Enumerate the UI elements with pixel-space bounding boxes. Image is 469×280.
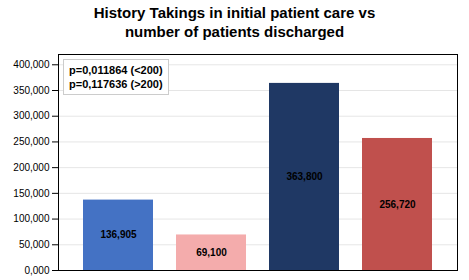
svg-text:50,000: 50,000 bbox=[19, 238, 50, 249]
svg-text:0,000: 0,000 bbox=[24, 264, 49, 275]
svg-text:256,720: 256,720 bbox=[379, 198, 416, 209]
svg-text:136,905: 136,905 bbox=[100, 229, 137, 240]
svg-text:100,000: 100,000 bbox=[13, 213, 50, 224]
svg-text:69,100: 69,100 bbox=[196, 246, 227, 257]
svg-text:250,000: 250,000 bbox=[13, 136, 50, 147]
svg-text:200,000: 200,000 bbox=[13, 161, 50, 172]
svg-text:150,000: 150,000 bbox=[13, 187, 50, 198]
svg-text:350,000: 350,000 bbox=[13, 84, 50, 95]
svg-text:363,800: 363,800 bbox=[286, 171, 323, 182]
html-text:History Takings in initial pat: History Takings in initial patient care … bbox=[93, 4, 376, 40]
svg-text:400,000: 400,000 bbox=[13, 58, 50, 69]
html-text:p=0,011864 (<200) p=0,117636 (: p=0,011864 (<200) p=0,117636 (>200) bbox=[69, 63, 163, 90]
svg-text:300,000: 300,000 bbox=[13, 110, 50, 121]
